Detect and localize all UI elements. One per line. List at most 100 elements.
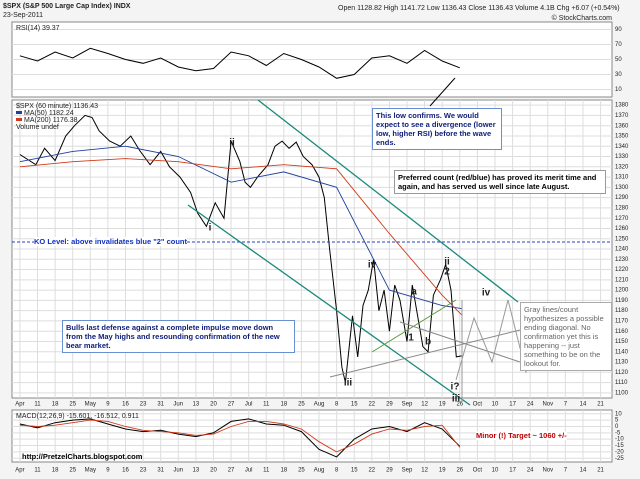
x-tick-label: 25: [298, 402, 305, 408]
x-tick-label: May: [85, 402, 96, 408]
y-tick-label: -5: [615, 430, 621, 436]
x-tick-label: 9: [106, 402, 110, 408]
x-tick-label: 7: [564, 468, 568, 474]
x-tick-label: Oct: [473, 468, 483, 474]
y-tick-label: 1130: [615, 360, 629, 366]
y-tick-label: -15: [615, 443, 624, 449]
x-tick-label: Jul: [245, 402, 253, 408]
y-tick-label: 10: [615, 411, 622, 417]
y-tick-label: -10: [615, 437, 624, 443]
y-tick-label: 1110: [615, 380, 628, 386]
y-tick-label: 1210: [615, 277, 629, 283]
x-tick-label: 24: [527, 468, 534, 474]
x-tick-label: Nov: [542, 402, 553, 408]
x-tick-label: Jun: [173, 468, 183, 474]
wave-label: iii: [344, 378, 353, 389]
preferred-note: Preferred count (red/blue) has proved it…: [394, 170, 606, 194]
wave-label: iv: [482, 288, 491, 299]
x-tick-label: 31: [157, 468, 164, 474]
y-tick-label: 1140: [615, 349, 629, 355]
x-tick-label: Jun: [173, 402, 183, 408]
series-line: [19, 419, 461, 453]
x-tick-label: 13: [193, 402, 200, 408]
y-tick-label: 1280: [615, 205, 629, 211]
x-tick-label: 29: [386, 402, 393, 408]
y-tick-label: 1180: [615, 308, 629, 314]
x-tick-label: Aug: [314, 402, 325, 408]
wave-label: 2: [444, 267, 450, 278]
x-tick-label: 25: [69, 402, 76, 408]
channel-lower: [187, 204, 471, 406]
x-tick-label: 31: [157, 402, 164, 408]
y-tick-label: 1220: [615, 267, 629, 273]
legend-entry: MA(200) 1176.38: [24, 117, 78, 124]
y-tick-label: 50: [615, 57, 622, 63]
y-tick-label: 1200: [615, 288, 629, 294]
rsi-note: This low confirms. We would expect to se…: [372, 108, 502, 150]
y-tick-label: 1170: [615, 319, 629, 325]
x-tick-label: Apr: [15, 402, 24, 408]
gray-line: [399, 321, 521, 363]
channel-upper: [257, 99, 519, 303]
y-tick-label: -25: [615, 456, 624, 462]
x-tick-label: 27: [228, 468, 235, 474]
legend-swatch: [16, 111, 22, 114]
x-tick-label: 26: [456, 402, 463, 408]
x-tick-label: 20: [210, 468, 217, 474]
bulls-note: Bulls last defense against a complete im…: [62, 320, 295, 353]
x-tick-label: 19: [439, 468, 446, 474]
series-line: [19, 158, 462, 316]
y-tick-label: 1250: [615, 236, 629, 242]
wave-label: ii: [229, 138, 235, 149]
wave-label: iii: [452, 394, 461, 405]
x-tick-label: Aug: [314, 468, 325, 474]
y-tick-label: 1150: [615, 339, 629, 345]
y-tick-label: 1270: [615, 216, 629, 222]
y-tick-label: 1260: [615, 226, 629, 232]
x-tick-label: 20: [210, 402, 217, 408]
legend-entry: Volume undef: [16, 124, 59, 131]
x-tick-label: 16: [122, 468, 129, 474]
x-tick-label: 18: [52, 402, 59, 408]
x-tick-label: 13: [193, 468, 200, 474]
url: http://PretzelCharts.blogspot.com: [22, 452, 143, 461]
x-tick-label: 24: [527, 402, 534, 408]
y-tick-label: 1360: [615, 123, 629, 129]
wave-label: i?: [451, 382, 460, 393]
y-tick-label: 70: [615, 42, 622, 48]
panel-title: $SPX (60 minute) 1136.43: [16, 103, 98, 110]
ko-note: KO Level: above invalidates blue "2" cou…: [34, 237, 187, 246]
panel-title: MACD(12,26,9) -15.601, -16.512, 0.911: [16, 413, 139, 420]
series-line: [19, 418, 461, 458]
wave-label: a: [411, 287, 417, 298]
y-tick-label: 1340: [615, 144, 629, 150]
y-tick-label: 1290: [615, 195, 629, 201]
y-tick-label: 1370: [615, 113, 629, 119]
credit: © StockCharts.com: [552, 14, 613, 22]
y-tick-label: 0: [615, 424, 619, 430]
y-tick-label: 90: [615, 27, 622, 33]
target-note: Minor (!) Target ~ 1060 +/-: [476, 431, 567, 440]
y-tick-label: 1230: [615, 257, 629, 263]
x-tick-label: 26: [456, 468, 463, 474]
y-tick-label: 1310: [615, 175, 629, 181]
x-tick-label: 18: [281, 402, 288, 408]
legend-swatch: [16, 118, 22, 121]
wave-label: b: [425, 337, 431, 348]
x-tick-label: 19: [439, 402, 446, 408]
y-tick-label: 1350: [615, 134, 629, 140]
x-tick-label: 25: [69, 468, 76, 474]
y-tick-label: 1120: [615, 370, 629, 376]
wave-label: iv: [368, 260, 377, 271]
x-tick-label: 11: [34, 468, 41, 474]
x-tick-label: 21: [597, 402, 604, 408]
y-tick-label: 1330: [615, 154, 629, 160]
y-tick-label: 1160: [615, 329, 629, 335]
x-tick-label: 12: [421, 402, 428, 408]
x-tick-label: 15: [351, 402, 358, 408]
legend-entry: MA(50) 1182.24: [24, 110, 74, 117]
x-tick-label: 27: [228, 402, 235, 408]
x-tick-label: 25: [298, 468, 305, 474]
